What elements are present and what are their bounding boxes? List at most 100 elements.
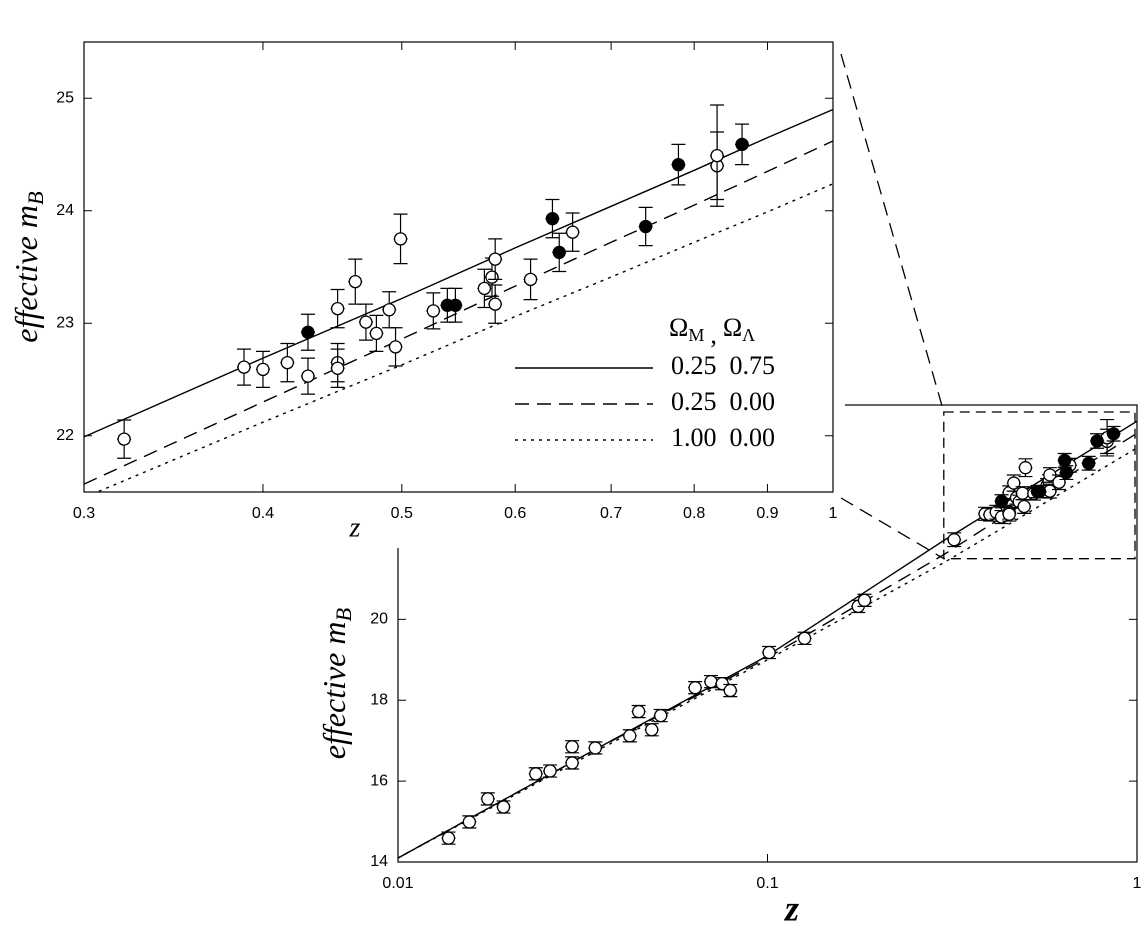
zoom-indicator (943, 411, 1136, 560)
data-point (330, 361, 345, 375)
data-point (645, 723, 659, 737)
x-axis-label: z (349, 512, 361, 543)
x-tick-label: 0.5 (391, 505, 413, 522)
data-point (448, 298, 463, 312)
data-point (565, 740, 579, 754)
y-tick-label: 23 (56, 314, 74, 331)
data-point (462, 815, 477, 829)
data-point (488, 297, 502, 311)
data-point (1002, 507, 1016, 521)
y-tick-label: 20 (370, 611, 388, 628)
data-point (348, 274, 362, 289)
inset-background (0, 0, 845, 548)
data-point (1090, 434, 1104, 448)
y-tick-label: 14 (370, 853, 388, 870)
y-tick-label: 16 (370, 772, 388, 789)
data-point (1106, 427, 1121, 441)
data-point (723, 683, 737, 698)
legend-title-separator: , (710, 320, 717, 349)
legend-title-sub: M (688, 325, 704, 345)
data-point (797, 631, 812, 646)
legend-label: 0.25 0.00 (671, 387, 775, 416)
y-axis-label: effective mB (8, 191, 48, 343)
data-point (1059, 465, 1074, 480)
data-point (735, 137, 749, 152)
data-point (1007, 476, 1021, 490)
x-tick-label: 0.8 (683, 505, 705, 522)
x-tick-label: 0.6 (504, 505, 526, 522)
y-tick-label: 18 (370, 691, 388, 708)
y-axis-label-sub: B (23, 191, 48, 205)
data-point (1017, 499, 1031, 514)
data-point (545, 211, 560, 226)
x-tick-label: 0.4 (252, 505, 274, 522)
data-point (523, 272, 538, 287)
data-point (496, 800, 511, 814)
data-point (639, 219, 653, 234)
y-axis-label-text: effective m (8, 205, 44, 343)
x-axis-label: z (783, 888, 799, 928)
zoom-box (943, 411, 1136, 560)
data-point (359, 315, 373, 329)
data-point (947, 533, 961, 547)
data-point (565, 225, 580, 239)
data-point (393, 232, 408, 246)
legend-title: ΩM, ΩΛ (669, 313, 755, 349)
data-point (1032, 484, 1047, 499)
data-point (552, 245, 566, 260)
main-chart: 0.01 0.1 1 14 16 18 20 z effective mB (316, 404, 1142, 928)
data-point (994, 494, 1009, 508)
data-point (382, 303, 396, 317)
data-point (688, 681, 702, 695)
y-tick-label: 22 (56, 427, 74, 444)
data-point (704, 674, 718, 689)
data-point (481, 792, 495, 806)
y-axis-label-text: effective m (316, 622, 352, 760)
y-axis-label-sub: B (331, 608, 356, 622)
legend-title-symbol: Ω (669, 313, 688, 342)
data-point (426, 304, 440, 318)
data-point (488, 252, 502, 266)
data-point (762, 645, 776, 660)
data-point (301, 369, 315, 383)
x-tick-label: 0.7 (600, 505, 622, 522)
y-axis-label: effective mB (316, 608, 356, 760)
inset-chart: 0.3 0.4 0.5 0.6 0.7 0.8 0.9 1 22 23 24 25 z effective… (0, 0, 945, 560)
model-line (84, 140, 833, 485)
data-point (631, 704, 646, 719)
data-point (441, 831, 456, 845)
data-point (623, 729, 637, 743)
legend-label: 1.00 0.00 (671, 423, 775, 452)
zoom-connector (840, 497, 945, 560)
data-point (485, 270, 499, 284)
data-point (857, 593, 872, 607)
legend-title-symbol: Ω (723, 313, 742, 342)
x-tick-label: 0.9 (756, 505, 778, 522)
x-tick-label: 0.01 (382, 875, 413, 892)
x-tick-label: 0.3 (73, 505, 95, 522)
x-tick-label: 1 (1133, 875, 1142, 892)
model-line (398, 447, 1137, 859)
data-point (1082, 456, 1096, 470)
y-tick-label: 25 (56, 89, 74, 106)
data-point (654, 708, 668, 723)
data-point (1057, 453, 1072, 468)
data-point (256, 362, 270, 377)
data-point (117, 432, 131, 446)
x-tick-label: 0.1 (756, 875, 778, 892)
data-point (710, 148, 724, 163)
data-point (237, 360, 251, 374)
x-tick-label: 1 (829, 505, 838, 522)
data-point (671, 157, 686, 172)
data-point (529, 767, 543, 781)
y-tick-label: 24 (56, 202, 74, 219)
data-point (369, 326, 384, 341)
model-line (84, 108, 833, 438)
data-point (1015, 486, 1030, 500)
plot-area (84, 108, 833, 492)
data-point (330, 301, 345, 316)
data-point (1018, 461, 1033, 475)
data-point (543, 764, 557, 778)
